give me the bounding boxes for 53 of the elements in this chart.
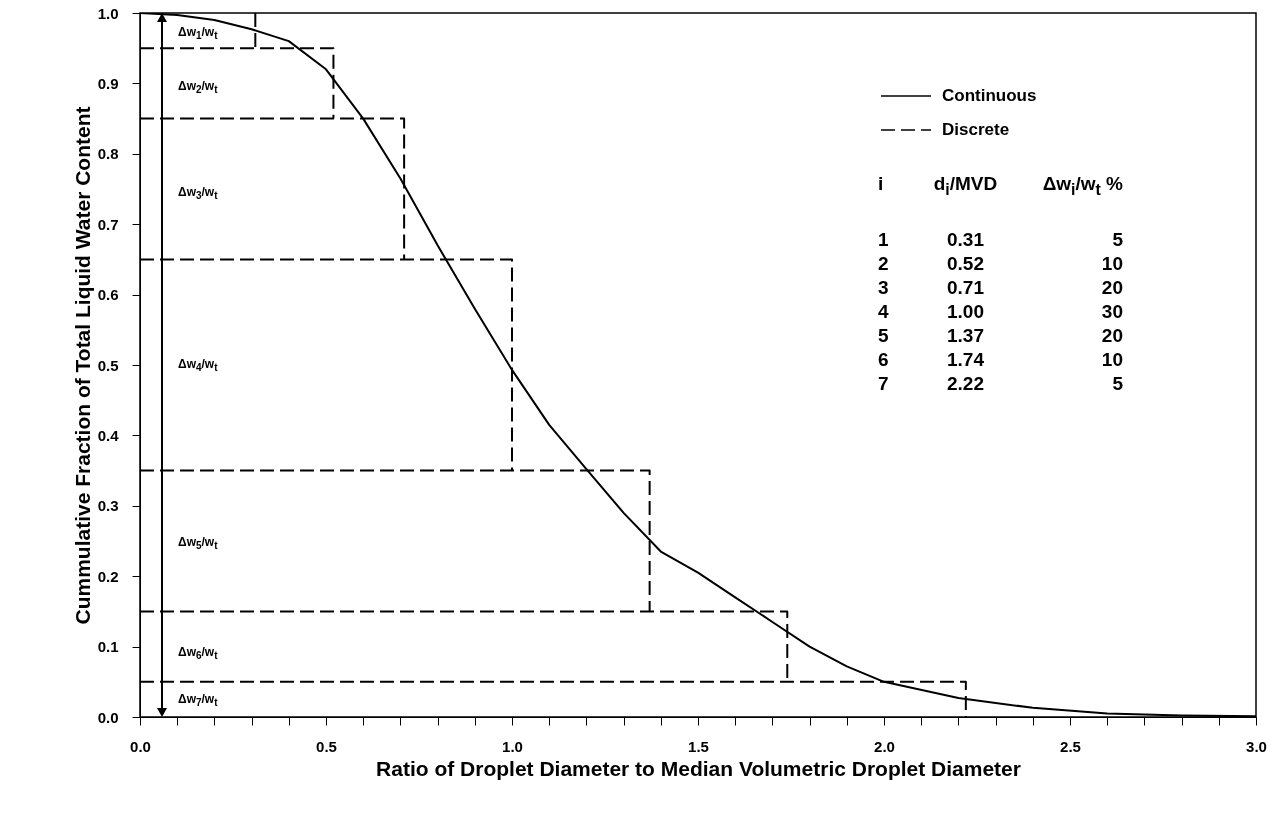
x-tick-label: 2.5 bbox=[1060, 737, 1081, 755]
legend-label: Discrete bbox=[942, 120, 1010, 139]
annotation: Δw$_{i}$/w$_{t}$ % bbox=[1041, 172, 1123, 200]
annotation: 3 bbox=[878, 275, 890, 300]
y-tick-label: 0.2 bbox=[97, 567, 119, 585]
y-tick-label: 1.0 bbox=[97, 4, 119, 22]
annotation: Δw$_{5}$/w$_{t}$ bbox=[178, 534, 218, 552]
annotation: 2 bbox=[878, 251, 890, 276]
annotation: 2.22 bbox=[946, 371, 985, 396]
annotation: 1 bbox=[878, 227, 890, 252]
annotation: 30 bbox=[1100, 299, 1123, 324]
y-tick-label: 0.9 bbox=[97, 74, 119, 92]
annotation: 0.52 bbox=[946, 251, 985, 276]
legend-label: Continuous bbox=[942, 86, 1037, 105]
annotation: 10 bbox=[1100, 251, 1123, 276]
y-tick-label: 0.0 bbox=[97, 708, 119, 726]
annotation: Δw$_{2}$/w$_{t}$ bbox=[178, 78, 218, 96]
y-tick-label: 0.8 bbox=[97, 145, 119, 163]
annotation: d$_{i}$/MVD bbox=[932, 172, 999, 200]
annotation: 20 bbox=[1100, 275, 1123, 300]
annotation: 0.31 bbox=[946, 227, 985, 252]
annotation: 5 bbox=[878, 323, 890, 348]
annotation: Δw$_{3}$/w$_{t}$ bbox=[178, 184, 218, 202]
annotation: 7 bbox=[878, 371, 890, 396]
annotation: Δw$_{1}$/w$_{t}$ bbox=[178, 24, 218, 42]
annotation: 1.00 bbox=[946, 299, 985, 324]
annotation: Δw$_{6}$/w$_{t}$ bbox=[178, 644, 218, 662]
y-tick-label: 0.1 bbox=[97, 638, 119, 656]
annotation: 4 bbox=[878, 299, 890, 324]
annotation: 20 bbox=[1100, 323, 1123, 348]
annotation: 0.71 bbox=[946, 275, 985, 300]
annotation: 5 bbox=[1111, 227, 1123, 252]
annotation: i bbox=[878, 172, 885, 196]
y-tick-label: 0.3 bbox=[97, 497, 119, 515]
y-tick-label: 0.4 bbox=[97, 426, 120, 444]
x-tick-label: 3.0 bbox=[1246, 737, 1267, 755]
annotation: 1.74 bbox=[946, 347, 985, 372]
x-tick-label: 1.5 bbox=[688, 737, 709, 755]
annotation: Δw$_{4}$/w$_{t}$ bbox=[178, 356, 218, 374]
annotation: 5 bbox=[1111, 371, 1123, 396]
annotation: 1.37 bbox=[946, 323, 985, 348]
x-tick-label: 0.5 bbox=[316, 737, 337, 755]
annotation: Δw$_{7}$/w$_{t}$ bbox=[178, 691, 218, 709]
annotation: 10 bbox=[1100, 347, 1123, 372]
x-tick-label: 0.0 bbox=[130, 737, 151, 755]
y-tick-label: 0.6 bbox=[97, 286, 119, 304]
x-axis-title: Ratio of Droplet Diameter to Median Volumetric Droplet Diameter bbox=[376, 756, 1021, 780]
y-tick-label: 0.7 bbox=[97, 215, 119, 233]
x-tick-label: 1.0 bbox=[502, 737, 523, 755]
annotation: 6 bbox=[878, 347, 890, 372]
x-tick-label: 2.0 bbox=[874, 737, 895, 755]
y-tick-label: 0.5 bbox=[97, 356, 119, 374]
y-axis-title: Cummulative Fraction of Total Liquid Water Content bbox=[70, 106, 94, 625]
